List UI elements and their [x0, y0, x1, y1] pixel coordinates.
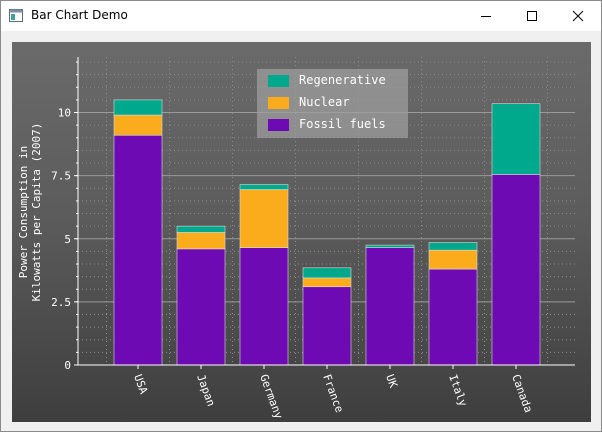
bar-regenerative-france — [302, 267, 352, 279]
y-tick-label: 2.5 — [51, 296, 71, 309]
maximize-button[interactable] — [509, 1, 555, 31]
bar-nuclear-usa — [113, 114, 163, 136]
title-bar[interactable]: Bar Chart Demo — [1, 1, 601, 31]
minimize-button[interactable] — [463, 1, 509, 31]
window-title: Bar Chart Demo — [31, 8, 128, 22]
y-tick-label: 7.5 — [51, 170, 71, 183]
legend-label-regenerative: Regenerative — [299, 73, 386, 87]
bar-regenerative-japan — [176, 225, 226, 233]
bar-regenerative-usa — [113, 99, 163, 116]
x-tick-label-usa: USA — [131, 373, 150, 396]
y-tick-label: 5 — [64, 233, 71, 246]
legend-label-fossil-fuels: Fossil fuels — [299, 117, 386, 131]
y-tick-label: 0 — [64, 359, 71, 372]
bar-fossil-fuels-japan — [176, 248, 226, 366]
x-tick-label-germany: Germany — [257, 373, 285, 421]
bar-nuclear-germany — [239, 189, 289, 248]
x-tick-label-uk: UK — [383, 373, 400, 390]
bar-nuclear-france — [302, 277, 352, 288]
x-tick-label-france: France — [320, 373, 346, 415]
minimize-icon — [481, 16, 491, 17]
legend-label-nuclear: Nuclear — [299, 95, 350, 109]
maximize-icon — [527, 11, 537, 21]
legend-swatch-regenerative — [268, 75, 289, 87]
app-icon — [9, 9, 23, 22]
bar-regenerative-canada — [491, 103, 541, 175]
x-tick-label-canada: Canada — [509, 373, 535, 415]
y-axis-label-line: Power Consumption in — [17, 146, 30, 278]
legend-swatch-fossil-fuels — [268, 119, 289, 131]
bar-fossil-fuels-canada — [491, 174, 541, 366]
y-axis-label-line: Kilowatts per Capita (2007) — [30, 123, 43, 302]
bar-fossil-fuels-france — [302, 286, 352, 366]
x-tick-label-italy: Italy — [446, 373, 470, 409]
y-tick-label: 10 — [58, 107, 71, 120]
y-axis-label: Power Consumption inKilowatts per Capita… — [17, 123, 43, 302]
bar-fossil-fuels-usa — [113, 134, 163, 366]
bar-regenerative-uk — [365, 244, 415, 248]
bar-regenerative-italy — [428, 242, 478, 251]
x-tick-label-japan: Japan — [194, 373, 218, 409]
bar-regenerative-germany — [239, 184, 289, 190]
bar-fossil-fuels-uk — [365, 247, 415, 366]
legend-swatch-nuclear — [268, 97, 289, 109]
close-icon — [572, 10, 584, 22]
bar-nuclear-italy — [428, 249, 478, 270]
bar-fossil-fuels-italy — [428, 268, 478, 366]
chart-legend: Regenerative Nuclear Fossil fuels — [257, 69, 408, 138]
bar-nuclear-japan — [176, 232, 226, 250]
close-button[interactable] — [555, 1, 601, 31]
bar-fossil-fuels-germany — [239, 247, 289, 366]
